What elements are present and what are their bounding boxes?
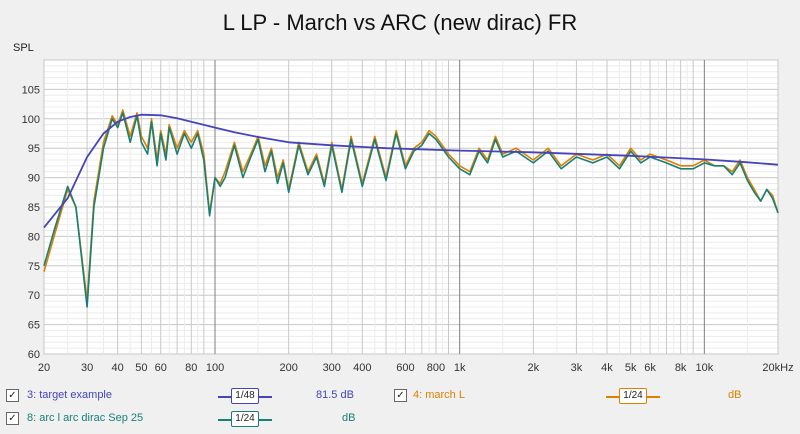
legend-label-target: 3: target example: [27, 389, 112, 401]
y-tick-label: 105: [22, 84, 40, 96]
y-tick-label: 95: [28, 143, 40, 155]
x-tick-label: 100: [206, 362, 224, 374]
x-tick-label: 5k: [625, 362, 637, 374]
x-tick-label: 400: [353, 362, 371, 374]
x-tick-label: 6k: [644, 362, 656, 374]
x-tick-label: 60: [155, 362, 167, 374]
y-tick-label: 80: [28, 231, 40, 243]
legend-checkbox-march[interactable]: ✓: [394, 389, 407, 402]
legend-smoothing-march[interactable]: 1/24: [619, 388, 647, 404]
x-tick-label: 600: [396, 362, 414, 374]
x-tick-label: 10k: [695, 362, 713, 374]
x-tick-label: 3k: [571, 362, 583, 374]
series-line-target: [43, 113, 779, 229]
x-tick-label: 200: [279, 362, 297, 374]
legend-offset-target: 81.5 dB: [316, 389, 354, 401]
legend-offset-march: dB: [728, 389, 742, 401]
x-tick-label: 2k: [528, 362, 540, 374]
x-tick-label: 40: [112, 362, 124, 374]
chart-title: L LP - March vs ARC (new dirac) FR: [222, 10, 578, 35]
grid-lines: [43, 59, 779, 355]
legend-entry-target: ✓ 3: target example 1/48 81.5 dB: [6, 388, 526, 408]
x-tick-label: 50: [135, 362, 147, 374]
legend-label-arc: 8: arc l arc dirac Sep 25: [27, 412, 144, 424]
x-tick-label: 30: [81, 362, 93, 374]
y-tick-label: 100: [22, 114, 40, 126]
x-tick-label: 300: [323, 362, 341, 374]
legend-checkbox-target[interactable]: ✓: [6, 389, 19, 402]
x-tick-label: 20kHz: [762, 362, 793, 374]
axis-tick-labels: 60 65 70 75 80 85 90 95 100 105 20 30 40 50 60 80 100 200…: [22, 84, 794, 374]
y-tick-label: 65: [28, 320, 40, 332]
x-tick-label: 800: [427, 362, 445, 374]
x-tick-label: 80: [185, 362, 197, 374]
y-tick-label: 90: [28, 173, 40, 185]
x-tick-label: 4k: [601, 362, 613, 374]
legend-smoothing-target[interactable]: 1/48: [231, 388, 259, 404]
y-tick-label: 60: [28, 349, 40, 361]
y-tick-label: 85: [28, 202, 40, 214]
y-axis-label: SPL: [13, 42, 34, 54]
y-tick-label: 70: [28, 290, 40, 302]
x-tick-label: 1k: [454, 362, 466, 374]
legend-entry-arc: ✓ 8: arc l arc dirac Sep 25 1/24 dB: [6, 411, 526, 431]
y-tick-label: 75: [28, 261, 40, 273]
x-tick-label: 8k: [675, 362, 687, 374]
legend-smoothing-arc[interactable]: 1/24: [231, 411, 259, 427]
legend-entry-march: ✓ 4: march L 1/24 dB: [394, 388, 794, 408]
x-tick-label: 20: [38, 362, 50, 374]
legend-offset-arc: dB: [342, 412, 356, 424]
series-lines: [43, 109, 779, 308]
legend-checkbox-arc[interactable]: ✓: [6, 412, 19, 425]
legend-label-march: 4: march L: [413, 389, 465, 401]
chart-plot: 60 65 70 75 80 85 90 95 100 105 20 30 40 50 60 80 100 200…: [22, 59, 794, 374]
